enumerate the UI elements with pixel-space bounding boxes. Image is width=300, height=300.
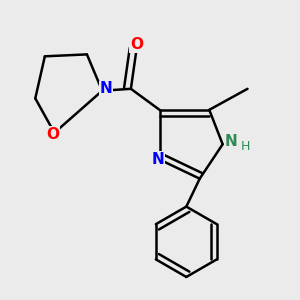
Text: O: O bbox=[46, 127, 59, 142]
Text: N: N bbox=[100, 81, 112, 96]
Text: O: O bbox=[130, 37, 143, 52]
Text: H: H bbox=[241, 140, 250, 153]
Text: N: N bbox=[225, 134, 237, 149]
Text: N: N bbox=[151, 152, 164, 167]
